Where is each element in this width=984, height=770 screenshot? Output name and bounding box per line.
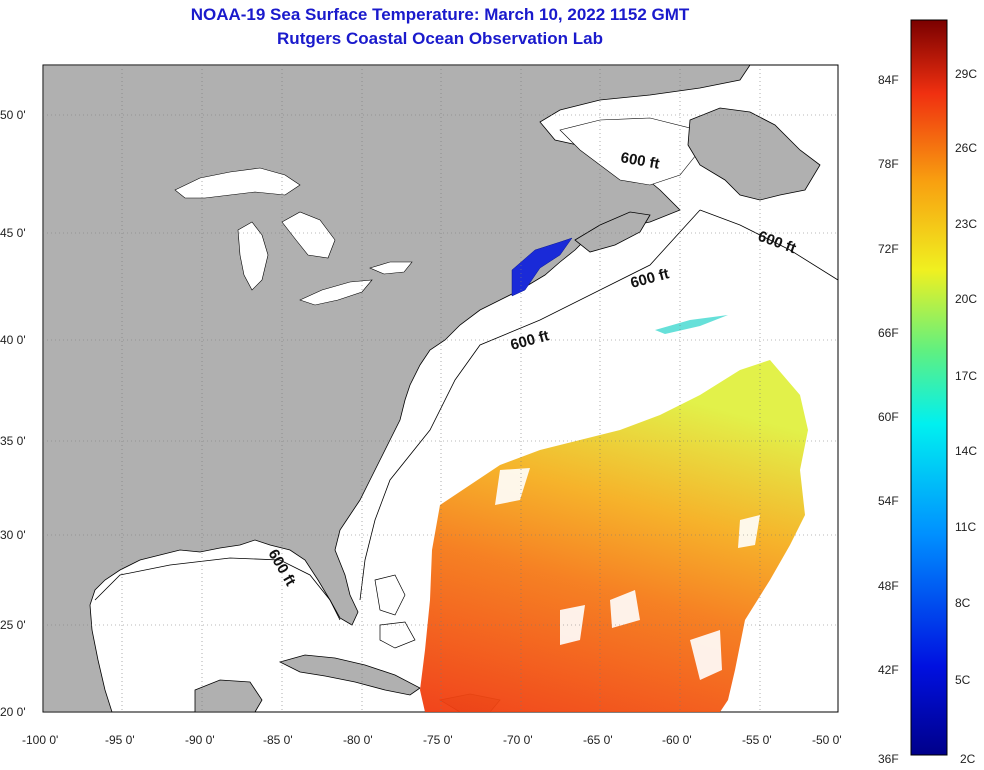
longitude-axis: -100 0' -95 0' -90 0' -85 0' -80 0' -75 … xyxy=(22,733,842,747)
land-newfoundland xyxy=(687,107,821,201)
land-yucatan xyxy=(194,679,263,712)
colorbar-f-label: 78F xyxy=(878,157,899,171)
sst-streak-offshore xyxy=(655,315,728,334)
lat-label: 35 0' xyxy=(0,434,26,448)
latitude-axis: 50 0' 45 0' 40 0' 35 0' 30 0' 25 0' 20 0… xyxy=(0,108,26,719)
lat-label: 30 0' xyxy=(0,528,26,542)
land-cuba xyxy=(278,654,421,696)
colorbar-c-label: 29C xyxy=(955,67,977,81)
lat-label: 50 0' xyxy=(0,108,26,122)
colorbar-f-label: 48F xyxy=(878,579,899,593)
lat-label: 25 0' xyxy=(0,618,26,632)
lake-michigan xyxy=(237,221,269,291)
colorbar-f-label: 60F xyxy=(878,410,899,424)
map-graticule xyxy=(43,65,838,712)
lon-label: -80 0' xyxy=(343,733,373,747)
lon-label: -95 0' xyxy=(105,733,135,747)
map-subtitle: Rutgers Coastal Ocean Observation Lab xyxy=(277,29,603,48)
colorbar-f-label: 66F xyxy=(878,326,899,340)
colorbar-c-label: 26C xyxy=(955,141,977,155)
isobath-600ft xyxy=(94,209,838,621)
lat-label: 40 0' xyxy=(0,333,26,347)
lat-label: 20 0' xyxy=(0,705,26,719)
lake-ontario xyxy=(369,261,413,275)
colorbar-c-label: 20C xyxy=(955,292,977,306)
colorbar-celsius-labels: 29C 26C 23C 20C 17C 14C 11C 8C 5C 2C xyxy=(955,67,977,766)
lon-label: -55 0' xyxy=(742,733,772,747)
lat-label: 45 0' xyxy=(0,226,26,240)
lon-label: -75 0' xyxy=(423,733,453,747)
colorbar-f-label: 42F xyxy=(878,663,899,677)
colorbar-c-label: 5C xyxy=(955,673,971,687)
lon-label: -70 0' xyxy=(503,733,533,747)
lon-label: -90 0' xyxy=(185,733,215,747)
lon-label: -65 0' xyxy=(583,733,613,747)
cold-sst-patch-gulf-of-maine xyxy=(511,237,573,297)
colorbar-c-label: 8C xyxy=(955,596,971,610)
colorbar-f-label: 54F xyxy=(878,494,899,508)
land-nova-scotia xyxy=(574,211,651,253)
colorbar-c-label: 14C xyxy=(955,444,977,458)
lake-huron xyxy=(281,211,336,259)
cloud-gaps xyxy=(495,468,760,680)
colorbar-c-label: 2C xyxy=(960,752,976,766)
temperature-colorbar xyxy=(910,19,948,756)
bahamas-banks xyxy=(374,574,416,649)
colorbar-f-label: 84F xyxy=(878,73,899,87)
lon-label: -85 0' xyxy=(263,733,293,747)
colorbar-c-label: 11C xyxy=(955,520,976,534)
colorbar-c-label: 17C xyxy=(955,369,977,383)
gulf-st-lawrence xyxy=(559,117,701,186)
colorbar-f-label: 36F xyxy=(878,752,899,766)
lon-label: -50 0' xyxy=(812,733,842,747)
sst-data-field xyxy=(420,360,808,712)
lon-label: -100 0' xyxy=(22,733,58,747)
map-title: NOAA-19 Sea Surface Temperature: March 1… xyxy=(190,5,690,24)
lon-label: -60 0' xyxy=(662,733,692,747)
colorbar-fahrenheit-labels: 84F 78F 72F 66F 60F 54F 48F 42F 36F xyxy=(878,73,899,766)
colorbar-f-label: 72F xyxy=(878,242,899,256)
isobath-label-newfoundland: 600 ft xyxy=(619,149,661,173)
lake-superior xyxy=(174,167,301,199)
lake-erie xyxy=(299,279,373,306)
colorbar-c-label: 23C xyxy=(955,217,977,231)
